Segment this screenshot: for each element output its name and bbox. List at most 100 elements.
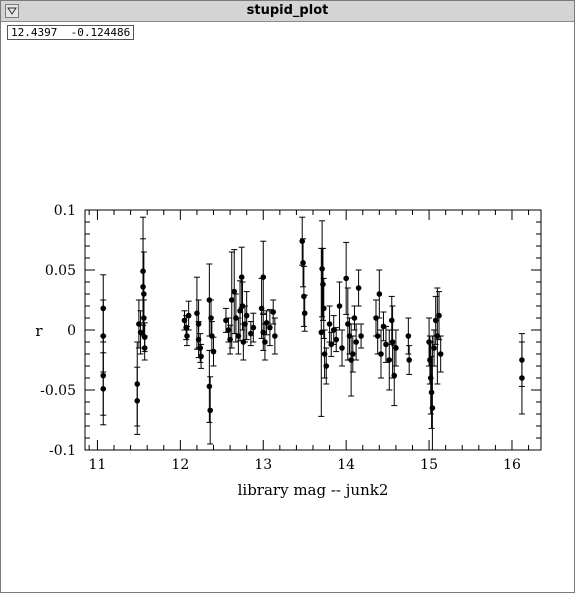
data-point <box>263 310 270 336</box>
point-marker <box>184 333 190 339</box>
point-marker <box>231 288 238 295</box>
point-marker <box>330 327 337 333</box>
data-point <box>250 312 257 343</box>
point-marker <box>141 291 147 297</box>
data-point <box>339 329 346 367</box>
point-marker <box>388 317 395 324</box>
y-tick-label: 0.05 <box>45 263 76 279</box>
point-marker <box>326 321 333 327</box>
point-marker <box>393 345 399 351</box>
point-marker <box>339 345 345 351</box>
data-point <box>141 335 148 361</box>
x-tick-label: 16 <box>503 457 521 473</box>
point-marker <box>248 330 254 337</box>
data-point <box>271 317 278 355</box>
point-marker <box>300 260 306 266</box>
data-point <box>518 341 525 415</box>
point-marker <box>206 383 213 390</box>
point-marker <box>207 407 213 414</box>
point-marker <box>323 363 330 369</box>
data-point <box>100 352 107 426</box>
data-point <box>260 240 267 314</box>
point-marker <box>519 375 525 381</box>
point-marker <box>267 324 273 331</box>
data-point <box>406 345 413 375</box>
data-point <box>243 291 250 341</box>
y-tick-label: -0.05 <box>40 383 76 399</box>
point-marker <box>389 339 396 345</box>
point-marker <box>428 389 435 396</box>
axis-ticks <box>85 209 541 451</box>
point-marker <box>405 333 412 339</box>
point-marker <box>137 329 144 336</box>
y-tick-label: 0 <box>67 323 76 339</box>
cursor-x-value: 12.4397 <box>11 26 58 39</box>
title-bar[interactable]: stupid_plot <box>1 1 574 22</box>
point-marker <box>353 339 359 345</box>
tick-labels: 11 12 13 14 15 16 -0.1 -0.05 0 0.05 0.1 <box>40 203 521 473</box>
point-marker <box>391 372 398 379</box>
data-point <box>386 329 393 391</box>
point-marker <box>299 238 306 244</box>
point-marker <box>374 333 381 339</box>
point-marker <box>260 274 267 281</box>
point-marker <box>376 291 383 297</box>
point-marker <box>262 339 268 345</box>
point-marker <box>429 405 436 411</box>
point-marker <box>378 351 384 357</box>
point-marker <box>358 333 364 339</box>
cursor-y-value: -0.124486 <box>70 26 131 39</box>
point-marker <box>343 275 349 282</box>
plot-frame <box>84 209 542 451</box>
y-tick-label: 0.1 <box>54 203 76 219</box>
point-marker <box>208 315 214 321</box>
data-point <box>392 329 399 367</box>
cursor-coordinate-readout: 12.4397 -0.124486 <box>7 25 135 40</box>
data-point <box>389 305 396 379</box>
point-marker <box>320 281 326 288</box>
data-point <box>318 247 325 417</box>
x-tick-label: 14 <box>337 457 355 473</box>
data-point <box>261 323 268 361</box>
data-point <box>228 251 235 349</box>
data-point <box>326 305 333 343</box>
point-marker <box>197 345 204 351</box>
data-points <box>100 216 525 450</box>
point-marker <box>320 305 327 312</box>
data-point <box>428 355 435 429</box>
data-point <box>376 269 383 319</box>
data-point <box>349 335 356 373</box>
point-marker <box>349 351 356 357</box>
point-marker <box>301 310 308 317</box>
point-marker <box>355 285 362 291</box>
data-point <box>301 294 308 332</box>
point-marker <box>140 284 146 290</box>
point-marker <box>210 348 217 355</box>
data-point <box>431 329 438 367</box>
point-marker <box>185 312 192 319</box>
data-point <box>333 327 340 353</box>
point-marker <box>228 297 235 303</box>
point-marker <box>351 315 358 321</box>
data-point <box>210 336 217 367</box>
point-marker <box>134 398 141 404</box>
data-point <box>266 309 273 347</box>
point-marker <box>237 308 243 314</box>
data-point <box>355 269 362 307</box>
point-marker <box>223 317 229 324</box>
point-marker <box>141 315 147 321</box>
point-marker <box>436 312 442 319</box>
point-marker <box>270 309 277 315</box>
x-tick-label: 11 <box>89 457 107 473</box>
point-marker <box>238 274 245 281</box>
window-title: stupid_plot <box>246 3 329 18</box>
point-marker <box>243 312 250 319</box>
data-point <box>358 323 365 349</box>
data-point <box>391 345 398 407</box>
point-marker <box>141 345 148 351</box>
data-point <box>208 299 215 337</box>
window-menu-button[interactable] <box>5 4 19 18</box>
point-marker <box>383 341 389 348</box>
